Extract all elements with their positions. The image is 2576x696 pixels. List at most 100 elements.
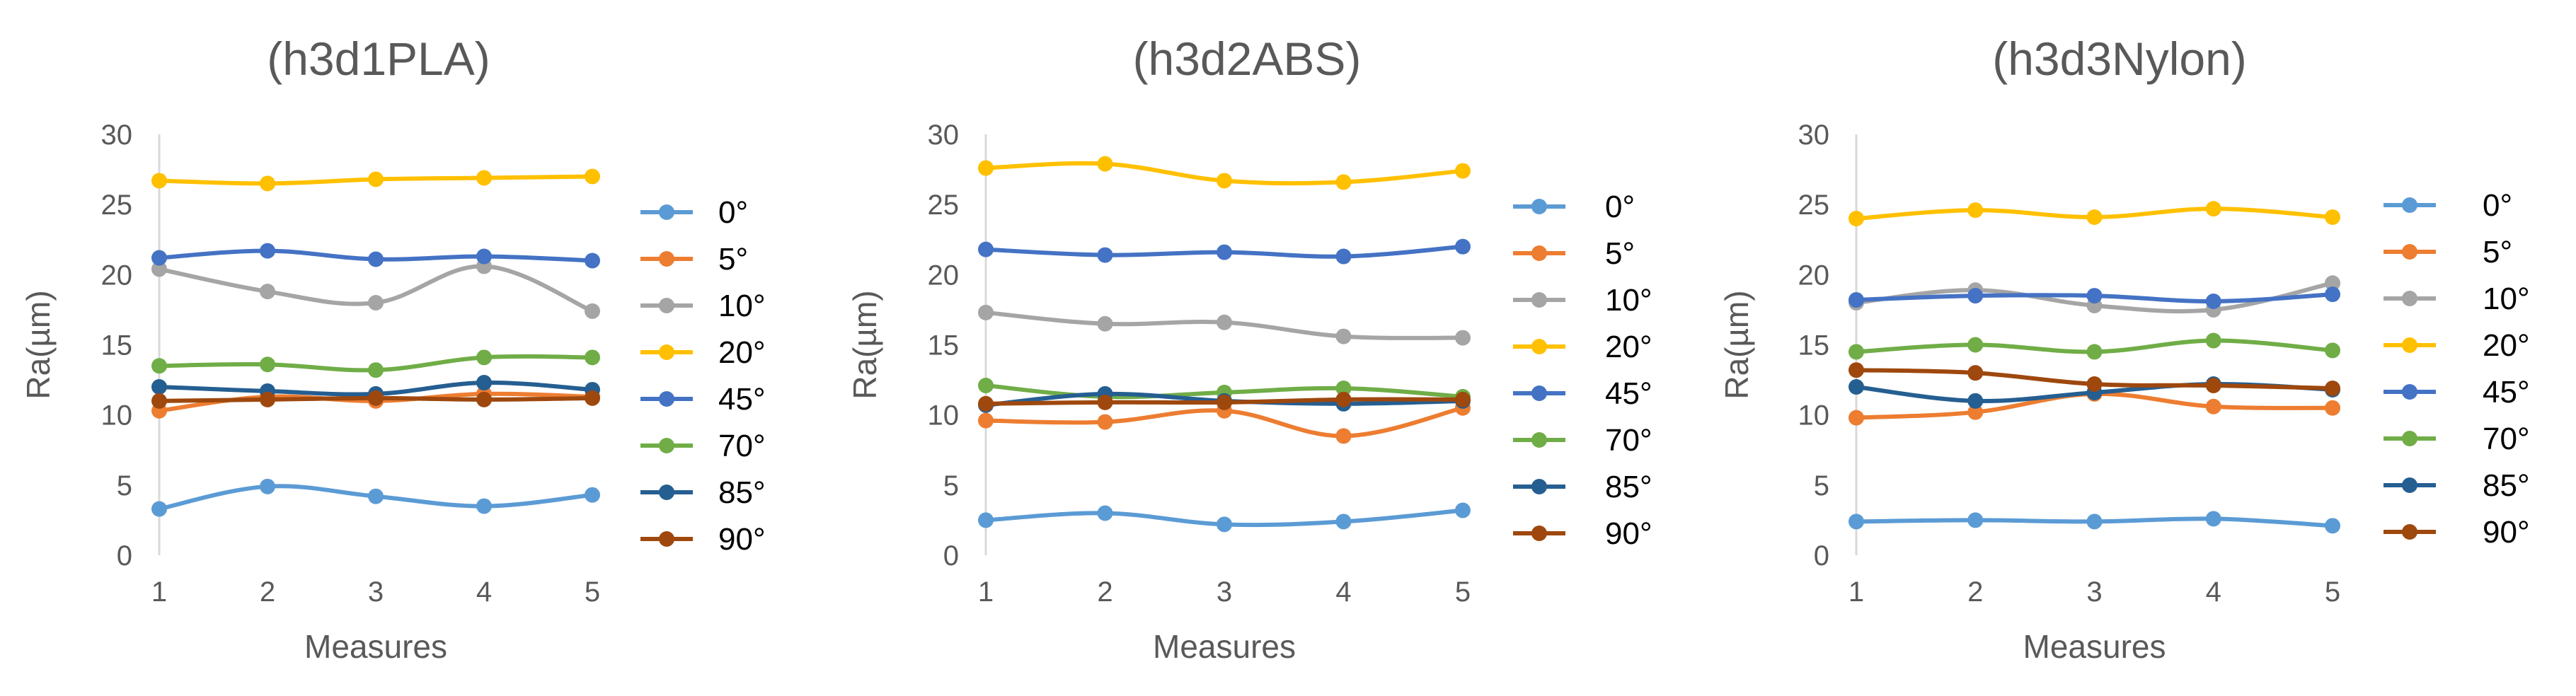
legend: 0° 5° 10° 20° 45° 70° 85° 90° [1513, 190, 1652, 551]
legend-marker [2402, 431, 2417, 446]
data-point [1848, 410, 1864, 426]
series-20deg [151, 168, 600, 192]
x-tick-label: 1 [151, 576, 167, 608]
data-point [2205, 378, 2221, 394]
legend-label: 5° [718, 242, 748, 277]
legend-marker [659, 298, 674, 313]
data-point [368, 251, 384, 267]
legend-marker [659, 251, 674, 267]
data-point [2086, 344, 2103, 360]
legend-label: 45° [2483, 375, 2530, 410]
series-45deg [1848, 286, 2340, 310]
data-point [1848, 211, 1864, 226]
data-point [476, 248, 492, 265]
x-tick-label: 3 [2086, 576, 2102, 608]
y-tick-label: 10 [101, 400, 133, 431]
data-point [151, 501, 167, 517]
data-point [978, 512, 994, 528]
series-70deg [1848, 332, 2340, 360]
legend-marker [1531, 432, 1547, 448]
y-tick-label: 5 [1814, 470, 1829, 501]
data-point [1097, 505, 1113, 521]
data-point [1848, 362, 1864, 378]
series-45deg [151, 243, 600, 269]
legend-marker [659, 531, 674, 547]
data-point [1217, 516, 1232, 533]
y-tick-label: 25 [928, 190, 960, 221]
legend-label: 10° [2483, 282, 2530, 316]
x-tick-label: 5 [2325, 576, 2340, 608]
legend-marker [1531, 479, 1547, 494]
legend-marker [659, 344, 674, 360]
legend-label: 20° [1605, 330, 1652, 364]
data-point [368, 390, 384, 406]
data-point [1967, 337, 1984, 353]
legend-marker [2402, 524, 2417, 540]
legend-label: 10° [718, 289, 766, 323]
data-point [1455, 238, 1471, 255]
chart-title: (h3d2ABS) [1133, 33, 1362, 85]
data-point [1967, 393, 1984, 409]
data-point [260, 391, 275, 407]
x-tick-label: 4 [1335, 576, 1351, 608]
data-point [1335, 514, 1352, 530]
series-0deg [978, 502, 1471, 533]
legend-label: 5° [1605, 236, 1635, 271]
series-90deg [1848, 362, 2340, 396]
data-point [1967, 404, 1984, 420]
data-point [260, 356, 275, 373]
x-tick-label: 3 [368, 576, 384, 608]
x-tick-label: 5 [585, 576, 600, 608]
legend-marker [2402, 197, 2417, 213]
legend-marker [1531, 245, 1547, 261]
data-point [1335, 428, 1352, 444]
legend-label: 85° [718, 475, 766, 510]
data-point [1455, 391, 1471, 407]
y-tick-label: 0 [943, 540, 959, 572]
series-45deg [978, 238, 1471, 265]
data-point [1455, 163, 1471, 179]
data-point [1455, 502, 1471, 518]
data-point [1217, 244, 1232, 260]
data-point [368, 362, 384, 378]
legend-label: 10° [1605, 283, 1652, 318]
data-point [1097, 247, 1113, 263]
x-tick-label: 2 [1967, 576, 1983, 608]
data-point [978, 378, 994, 394]
data-point [1848, 514, 1864, 530]
data-point [1967, 288, 1984, 304]
legend-label: 90° [2483, 515, 2530, 550]
data-point [978, 160, 994, 176]
data-point [585, 253, 600, 269]
x-tick-label: 4 [476, 576, 492, 608]
chart-panel-3: (h3d3Nylon) 0 5 10 15 20 25 30 1 2 3 4 5 Measures Ra(µ… [1718, 33, 2530, 665]
legend-marker [659, 485, 674, 500]
series-20deg [1848, 201, 2340, 226]
legend-marker [1531, 199, 1547, 214]
data-point [476, 349, 492, 366]
data-point [1335, 248, 1352, 265]
data-point [2086, 514, 2103, 530]
legend-marker [2402, 384, 2417, 400]
data-point [2325, 342, 2340, 359]
data-point [1097, 156, 1113, 172]
series-0deg [1848, 511, 2340, 534]
data-point [2325, 380, 2340, 396]
series-20deg [978, 156, 1471, 190]
legend-label: 90° [1605, 516, 1652, 551]
data-point [151, 358, 167, 374]
legend-label: 20° [2483, 328, 2530, 363]
legend-marker [659, 438, 674, 453]
y-tick-label: 15 [1798, 330, 1830, 361]
data-point [2205, 201, 2221, 217]
data-point [1967, 365, 1984, 381]
x-tick-label: 1 [978, 576, 994, 608]
data-point [2325, 400, 2340, 416]
legend-marker [2402, 337, 2417, 353]
data-point [1848, 344, 1864, 360]
data-point [151, 393, 167, 409]
data-point [2325, 518, 2340, 534]
data-point [2325, 209, 2340, 226]
y-axis-label: Ra(µm) [20, 290, 57, 399]
